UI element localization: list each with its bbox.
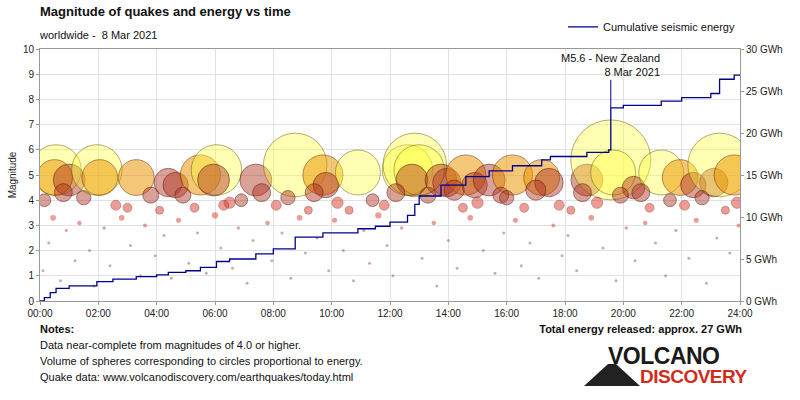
svg-text:Cumulative seismic energy: Cumulative seismic energy: [603, 21, 735, 33]
svg-text:25 GWh: 25 GWh: [746, 86, 783, 97]
svg-text:02:00: 02:00: [86, 308, 111, 319]
svg-text:08:00: 08:00: [261, 308, 286, 319]
svg-text:15 GWh: 15 GWh: [746, 170, 783, 181]
svg-text:22:00: 22:00: [669, 308, 694, 319]
svg-text:10: 10: [23, 44, 35, 55]
svg-text:30 GWh: 30 GWh: [746, 44, 783, 55]
svg-text:2: 2: [28, 245, 34, 256]
svg-text:04:00: 04:00: [144, 308, 169, 319]
svg-text:06:00: 06:00: [202, 308, 227, 319]
svg-text:16:00: 16:00: [494, 308, 519, 319]
svg-text:10 GWh: 10 GWh: [746, 212, 783, 223]
svg-text:9: 9: [28, 69, 34, 80]
svg-text:5: 5: [28, 170, 34, 181]
svg-text:3: 3: [28, 220, 34, 231]
html-text:DISCOVERY: DISCOVERY: [640, 366, 747, 387]
html-text:worldwide - 8 Mar 2021: worldwide - 8 Mar 2021: [40, 29, 158, 41]
svg-text:24:00: 24:00: [727, 308, 752, 319]
html-text:Data near-complete from magnit: Data near-complete from magnitudes of 4.…: [40, 339, 302, 351]
svg-text:20 GWh: 20 GWh: [746, 128, 783, 139]
svg-text:10:00: 10:00: [319, 308, 344, 319]
svg-text:1: 1: [28, 270, 34, 281]
svg-text:00:00: 00:00: [27, 308, 52, 319]
html-text:VOLCANO: VOLCANO: [608, 343, 720, 369]
svg-text:0 GWh: 0 GWh: [746, 296, 777, 307]
html-text:Total energy released: approx.: Total energy released: approx. 27 GWh: [539, 323, 742, 335]
svg-text:M5.6 - New Zealand8 Mar 2021: M5.6 - New Zealand8 Mar 2021: [561, 52, 660, 78]
svg-text:5 GWh: 5 GWh: [746, 254, 777, 265]
html-text:Notes:: Notes:: [40, 323, 75, 335]
svg-text:18:00: 18:00: [552, 308, 577, 319]
html-text:Volume of spheres correspondin: Volume of spheres corresponding to circl…: [40, 355, 363, 367]
svg-text:6: 6: [28, 144, 34, 155]
svg-text:12:00: 12:00: [377, 308, 402, 319]
svg-text:8: 8: [28, 94, 34, 105]
svg-text:Magnitude: Magnitude: [7, 151, 18, 198]
html-text:Quake data: www.volcanodiscove: Quake data: www.volcanodiscovery.com/ear…: [40, 371, 354, 383]
svg-text:20:00: 20:00: [611, 308, 636, 319]
svg-text:7: 7: [28, 119, 34, 130]
svg-text:0: 0: [28, 296, 34, 307]
svg-text:4: 4: [28, 195, 34, 206]
html-text:Magnitude of quakes and energy: Magnitude of quakes and energy vs time: [40, 4, 291, 19]
svg-text:14:00: 14:00: [436, 308, 461, 319]
